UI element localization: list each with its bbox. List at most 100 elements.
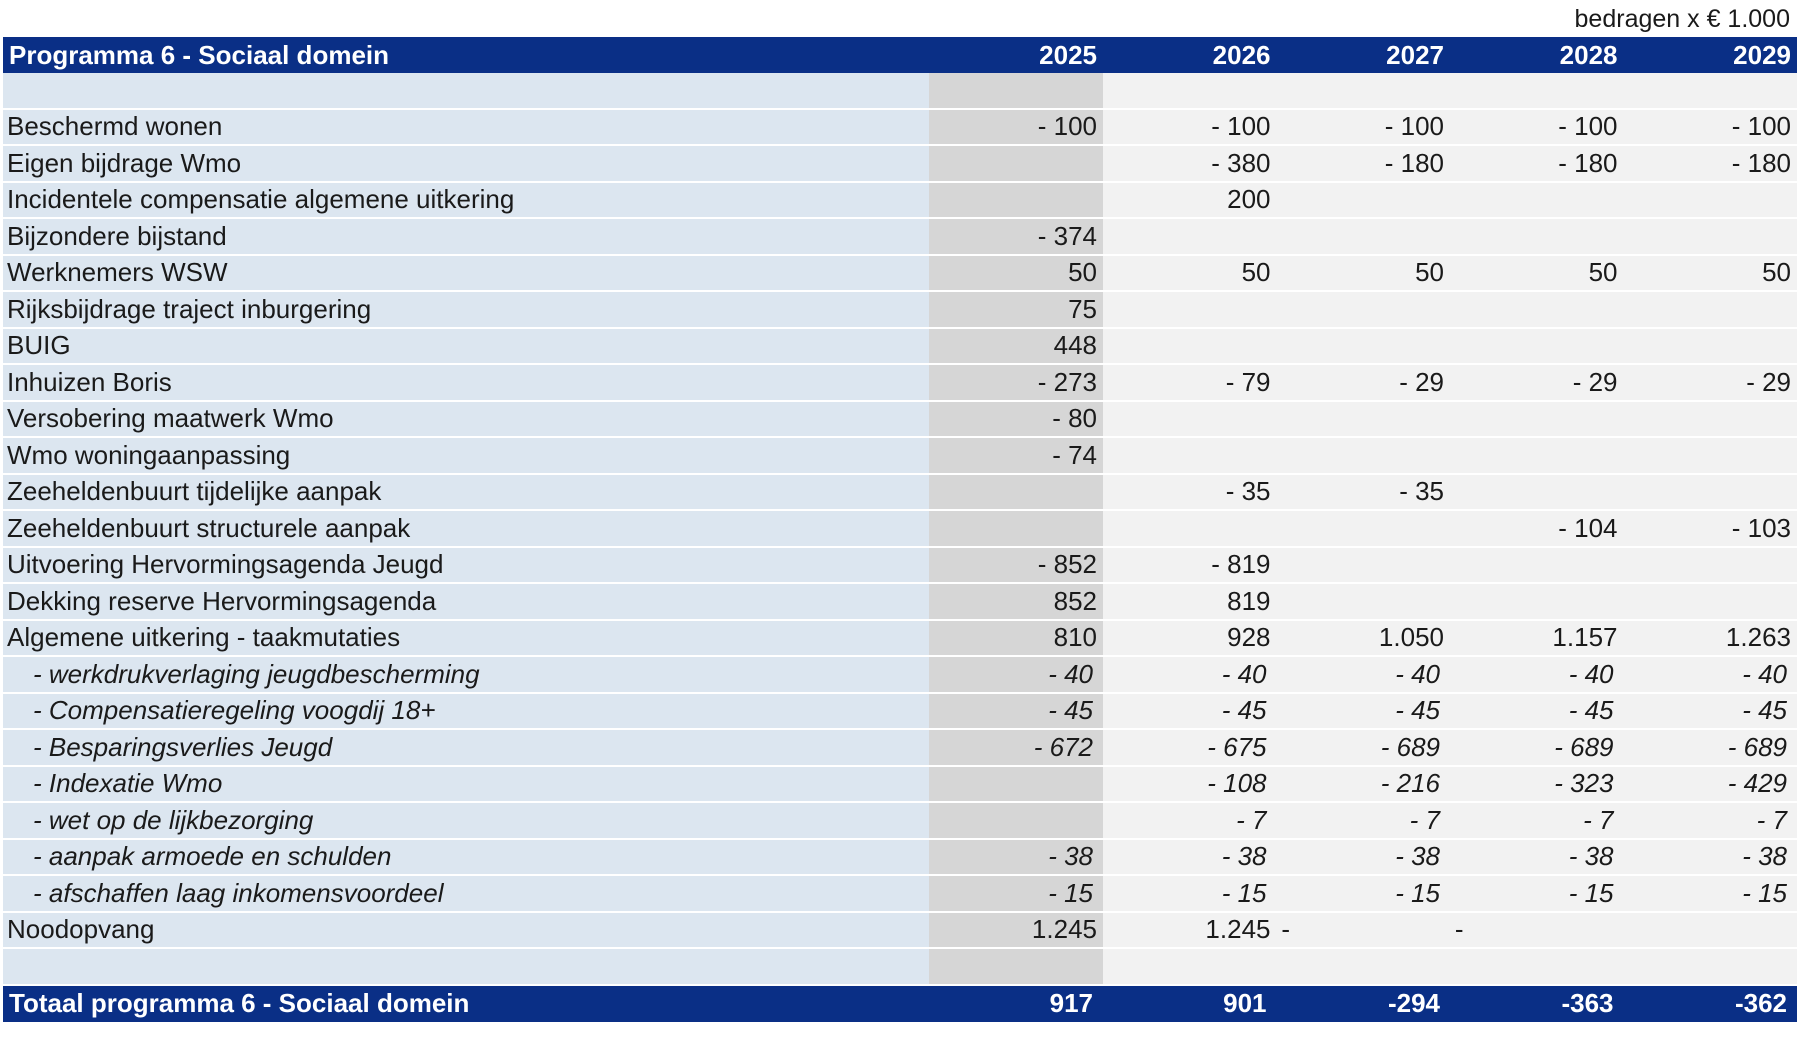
row-label: - werkdrukverlaging jeugdbescherming <box>3 657 929 694</box>
table-row: - wet op de lijkbezorging - 7- 7- 7- 7 <box>3 803 1797 840</box>
value-cell <box>929 474 1103 511</box>
value-cell: - 29 <box>1623 365 1797 402</box>
value-cell: - 45 <box>1276 693 1450 730</box>
value-cell: 1.245 <box>929 912 1103 949</box>
value-cell <box>1276 547 1450 584</box>
table-row: Zeeheldenbuurt tijdelijke aanpak - 35- 35 <box>3 474 1797 511</box>
value-cell: - 104 <box>1450 511 1624 548</box>
table-row: Werknemers WSW 50 50 50 50 50 <box>3 255 1797 292</box>
value-cell: - 40 <box>1623 657 1797 694</box>
total-label: Totaal programma 6 - Sociaal domein <box>3 985 929 1022</box>
spacer-cell <box>1276 949 1450 986</box>
value-cell: - 323 <box>1450 766 1624 803</box>
value-cell <box>929 803 1103 840</box>
row-label: Algemene uitkering - taakmutaties <box>3 620 929 657</box>
table-row: - afschaffen laag inkomensvoordeel - 15- … <box>3 876 1797 913</box>
table-header-row: Programma 6 - Sociaal domein 2025 2026 2… <box>3 37 1797 73</box>
value-cell: - 79 <box>1103 365 1277 402</box>
value-cell <box>1103 328 1277 365</box>
row-label: Inhuizen Boris <box>3 365 929 402</box>
value-cell: 1.263 <box>1623 620 1797 657</box>
value-cell: - 100 <box>929 109 1103 146</box>
table-row: Noodopvang 1.245 1.245- - <box>3 912 1797 949</box>
value-cell <box>1623 547 1797 584</box>
value-cell: - <box>1276 912 1450 949</box>
value-cell: 50 <box>1103 255 1277 292</box>
value-cell: - 689 <box>1450 730 1624 767</box>
value-cell <box>1623 401 1797 438</box>
row-label: - aanpak armoede en schulden <box>3 839 929 876</box>
spacer-row <box>3 73 1797 110</box>
value-cell <box>1276 328 1450 365</box>
value-cell: - 45 <box>1623 693 1797 730</box>
value-cell: - 103 <box>1623 511 1797 548</box>
spacer-cell <box>929 949 1103 986</box>
table-row: - Compensatieregeling voogdij 18+ - 45- 4… <box>3 693 1797 730</box>
value-cell <box>1276 438 1450 475</box>
value-cell: - 675 <box>1103 730 1277 767</box>
value-cell <box>1276 219 1450 256</box>
spacer-cell <box>1103 949 1277 986</box>
value-cell: - 819 <box>1103 547 1277 584</box>
value-cell <box>1623 328 1797 365</box>
table-row: Incidentele compensatie algemene uitkeri… <box>3 182 1797 219</box>
row-label: Beschermd wonen <box>3 109 929 146</box>
value-cell: - 100 <box>1103 109 1277 146</box>
value-cell <box>1450 401 1624 438</box>
value-cell: - 45 <box>1450 693 1624 730</box>
value-cell: - 35 <box>1103 474 1277 511</box>
row-label: Werknemers WSW <box>3 255 929 292</box>
table-row: - Indexatie Wmo - 108- 216- 323- 429 <box>3 766 1797 803</box>
value-cell: - 40 <box>929 657 1103 694</box>
row-label: Versobering maatwerk Wmo <box>3 401 929 438</box>
row-label: - Besparingsverlies Jeugd <box>3 730 929 767</box>
value-cell: - 40 <box>1276 657 1450 694</box>
value-cell: - 38 <box>1103 839 1277 876</box>
value-cell: - 35 <box>1276 474 1450 511</box>
value-cell: - 7 <box>1450 803 1624 840</box>
value-cell <box>1623 584 1797 621</box>
value-cell: - 689 <box>1276 730 1450 767</box>
row-label: Incidentele compensatie algemene uitkeri… <box>3 182 929 219</box>
table-row: Dekking reserve Hervormingsagenda 852 819 <box>3 584 1797 621</box>
value-cell <box>1450 182 1624 219</box>
value-cell <box>929 511 1103 548</box>
value-cell: - 15 <box>1103 876 1277 913</box>
value-cell <box>929 182 1103 219</box>
value-cell <box>1276 292 1450 329</box>
spacer-cell <box>1450 949 1624 986</box>
row-label: - Indexatie Wmo <box>3 766 929 803</box>
table-row: Algemene uitkering - taakmutaties 810 928 1… <box>3 620 1797 657</box>
table-title: Programma 6 - Sociaal domein <box>3 37 929 73</box>
value-cell: - 216 <box>1276 766 1450 803</box>
table-row: Rijksbijdrage traject inburgering 75 <box>3 292 1797 329</box>
spacer-row <box>3 949 1797 986</box>
row-label: Dekking reserve Hervormingsagenda <box>3 584 929 621</box>
value-cell: - 29 <box>1450 365 1624 402</box>
value-cell: - 38 <box>1276 839 1450 876</box>
value-cell <box>1276 584 1450 621</box>
spacer-cell <box>1276 73 1450 110</box>
value-cell: 819 <box>1103 584 1277 621</box>
table-row: Bijzondere bijstand - 374 <box>3 219 1797 256</box>
spacer-cell <box>3 949 929 986</box>
row-label: Noodopvang <box>3 912 929 949</box>
row-label: Uitvoering Hervormingsagenda Jeugd <box>3 547 929 584</box>
value-cell: - 100 <box>1450 109 1624 146</box>
table-row: - Besparingsverlies Jeugd - 672- 675- 689… <box>3 730 1797 767</box>
spacer-cell <box>1623 949 1797 986</box>
table-row: Zeeheldenbuurt structurele aanpak - 104- … <box>3 511 1797 548</box>
spacer-cell <box>3 73 929 110</box>
total-value: -363 <box>1450 985 1624 1022</box>
value-cell: - 45 <box>1103 693 1277 730</box>
value-cell: 50 <box>1623 255 1797 292</box>
value-cell: - 100 <box>1623 109 1797 146</box>
row-label: - Compensatieregeling voogdij 18+ <box>3 693 929 730</box>
year-header: 2029 <box>1623 37 1797 73</box>
value-cell: - 15 <box>929 876 1103 913</box>
table-row: Eigen bijdrage Wmo - 380- 180- 180- 180 <box>3 146 1797 183</box>
value-cell: - 100 <box>1276 109 1450 146</box>
year-header: 2028 <box>1450 37 1624 73</box>
value-cell: 852 <box>929 584 1103 621</box>
row-label: Wmo woningaanpassing <box>3 438 929 475</box>
